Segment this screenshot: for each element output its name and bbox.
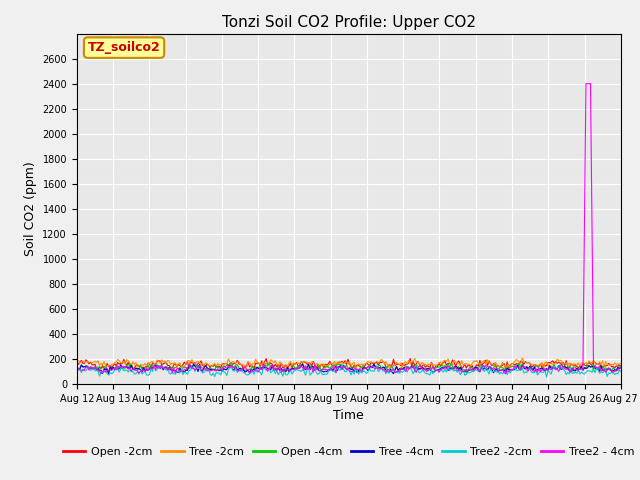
Tree -2cm	[140, 362, 147, 368]
Tree -2cm	[311, 362, 319, 368]
Open -4cm	[140, 364, 147, 370]
Tree -4cm	[73, 367, 81, 372]
Line: Tree -2cm: Tree -2cm	[77, 358, 621, 369]
Tree2 - 4cm	[73, 363, 81, 369]
Line: Tree -4cm: Tree -4cm	[77, 364, 621, 374]
Open -2cm	[73, 361, 81, 367]
Legend: Open -2cm, Tree -2cm, Open -4cm, Tree -4cm, Tree2 -2cm, Tree2 - 4cm: Open -2cm, Tree -2cm, Open -4cm, Tree -4…	[59, 442, 639, 461]
Tree -4cm	[370, 361, 378, 367]
Tree -2cm	[352, 366, 360, 372]
Open -2cm	[617, 363, 625, 369]
Tree2 -2cm	[338, 361, 346, 367]
Tree -2cm	[73, 360, 81, 365]
Tree2 - 4cm	[617, 365, 625, 371]
Open -4cm	[462, 370, 470, 375]
Tree -4cm	[141, 369, 149, 374]
Open -4cm	[253, 365, 261, 371]
Tree2 - 4cm	[589, 364, 597, 370]
Tree2 -2cm	[617, 369, 625, 374]
Open -4cm	[262, 363, 270, 369]
Tree -2cm	[235, 359, 243, 365]
Tree -2cm	[589, 358, 597, 363]
X-axis label: Time: Time	[333, 409, 364, 422]
Tree2 - 4cm	[253, 367, 261, 373]
Open -2cm	[140, 366, 147, 372]
Tree -2cm	[617, 360, 625, 366]
Open -4cm	[266, 360, 273, 366]
Tree -4cm	[589, 363, 597, 369]
Tree2 -2cm	[589, 367, 597, 372]
Open -4cm	[589, 368, 597, 373]
Open -2cm	[262, 356, 270, 361]
Tree -4cm	[237, 365, 244, 371]
Tree2 - 4cm	[235, 368, 243, 373]
Tree2 -2cm	[140, 370, 147, 375]
Open -2cm	[589, 360, 597, 365]
Open -2cm	[406, 356, 414, 361]
Line: Tree2 - 4cm: Tree2 - 4cm	[77, 84, 621, 374]
Tree2 - 4cm	[140, 367, 147, 373]
Tree -4cm	[617, 365, 625, 371]
Tree2 -2cm	[235, 368, 243, 373]
Tree -2cm	[253, 359, 261, 365]
Tree2 -2cm	[311, 365, 319, 371]
Open -2cm	[470, 369, 477, 374]
Tree -2cm	[518, 355, 526, 361]
Tree2 -2cm	[543, 374, 550, 380]
Tree -2cm	[262, 361, 270, 367]
Tree -4cm	[264, 366, 271, 372]
Tree2 -2cm	[253, 370, 261, 375]
Open -2cm	[235, 361, 243, 367]
Tree2 - 4cm	[502, 371, 509, 377]
Tree2 - 4cm	[311, 362, 319, 368]
Tree -4cm	[105, 372, 113, 377]
Open -2cm	[253, 360, 261, 366]
Tree -4cm	[312, 366, 320, 372]
Text: TZ_soilco2: TZ_soilco2	[88, 41, 161, 54]
Open -2cm	[311, 361, 319, 367]
Line: Open -4cm: Open -4cm	[77, 363, 621, 372]
Tree2 -2cm	[73, 367, 81, 373]
Tree -4cm	[255, 366, 262, 372]
Open -4cm	[235, 365, 243, 371]
Line: Open -2cm: Open -2cm	[77, 359, 621, 372]
Open -4cm	[73, 364, 81, 370]
Tree2 -2cm	[262, 367, 270, 373]
Title: Tonzi Soil CO2 Profile: Upper CO2: Tonzi Soil CO2 Profile: Upper CO2	[222, 15, 476, 30]
Y-axis label: Soil CO2 (ppm): Soil CO2 (ppm)	[24, 161, 36, 256]
Line: Tree2 -2cm: Tree2 -2cm	[77, 364, 621, 377]
Tree2 - 4cm	[582, 81, 590, 86]
Open -4cm	[312, 366, 320, 372]
Open -4cm	[617, 363, 625, 369]
Tree2 - 4cm	[262, 366, 270, 372]
